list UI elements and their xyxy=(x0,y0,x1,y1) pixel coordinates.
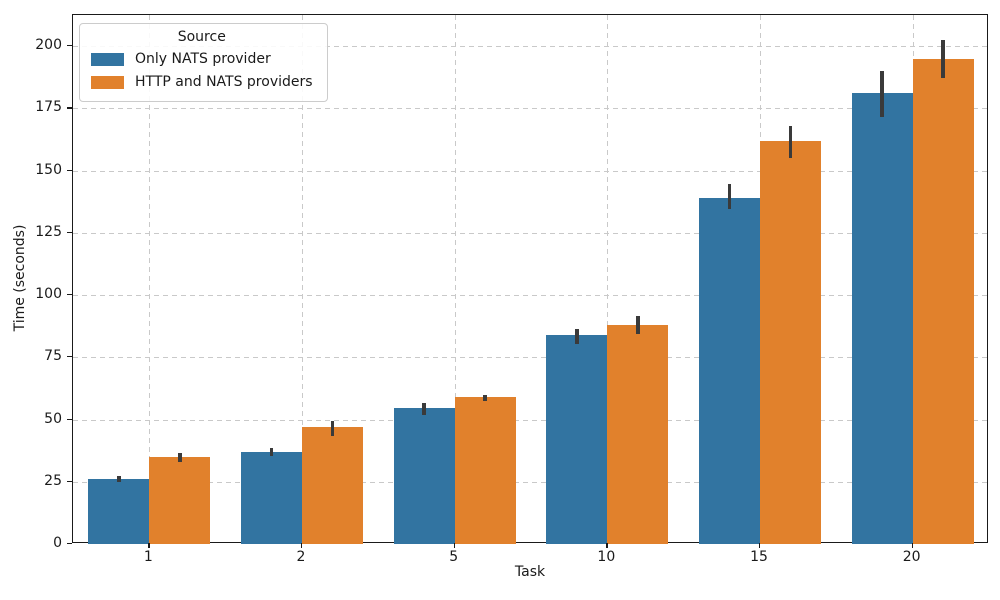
bar-http-and-nats-task-1 xyxy=(149,456,211,544)
h-gridline-150 xyxy=(73,170,987,172)
bar-http-and-nats-task-5 xyxy=(454,397,516,544)
x-tick-5 xyxy=(453,543,455,548)
x-tick-15 xyxy=(759,543,761,548)
y-tick-25 xyxy=(67,480,72,482)
error-bar-only-nats-task-10 xyxy=(575,328,579,344)
legend-title: Source xyxy=(177,29,226,45)
y-tick-label: 150 xyxy=(35,161,62,178)
x-tick-10 xyxy=(606,543,608,548)
bar-only-nats-task-10 xyxy=(546,334,608,544)
h-gridline-50 xyxy=(73,419,987,421)
h-gridline-200 xyxy=(73,46,987,48)
legend-label-only-nats: Only NATS provider xyxy=(135,51,271,67)
x-tick-label: 5 xyxy=(449,549,459,565)
x-tick-1 xyxy=(148,543,150,548)
error-bar-only-nats-task-1 xyxy=(117,475,121,482)
x-tick-2 xyxy=(301,543,303,548)
legend-item-http-nats: HTTP and NATS providers xyxy=(91,71,313,94)
y-tick-75 xyxy=(67,356,72,358)
y-tick-200 xyxy=(67,45,72,47)
y-tick-label: 75 xyxy=(44,348,62,365)
y-tick-150 xyxy=(67,169,72,171)
error-bar-http-and-nats-task-1 xyxy=(178,453,182,462)
legend-swatch-orange xyxy=(91,76,124,89)
error-bar-http-and-nats-task-10 xyxy=(636,316,640,334)
error-bar-only-nats-task-2 xyxy=(269,448,274,456)
y-tick-label: 50 xyxy=(44,410,62,427)
bar-http-and-nats-task-20 xyxy=(912,58,974,544)
error-bar-http-and-nats-task-20 xyxy=(941,39,945,79)
y-tick-125 xyxy=(67,231,72,233)
bar-http-and-nats-task-10 xyxy=(607,324,669,544)
bar-only-nats-task-15 xyxy=(698,197,760,544)
y-tick-label: 25 xyxy=(44,472,62,489)
bar-only-nats-task-1 xyxy=(88,479,150,544)
error-bar-http-and-nats-task-5 xyxy=(483,394,487,401)
plot-area: Source Only NATS provider HTTP and NATS … xyxy=(72,14,988,544)
y-tick-label: 0 xyxy=(53,535,62,551)
bar-http-and-nats-task-2 xyxy=(302,426,364,544)
legend-swatch-blue xyxy=(91,53,124,66)
error-bar-only-nats-task-5 xyxy=(422,403,426,415)
legend-label-http-nats: HTTP and NATS providers xyxy=(135,74,313,90)
x-tick-label: 1 xyxy=(143,549,153,565)
y-tick-label: 125 xyxy=(35,223,62,240)
y-tick-label: 200 xyxy=(35,37,62,54)
y-axis-label: Time (seconds) xyxy=(12,224,28,332)
x-tick-20 xyxy=(911,543,913,548)
legend-item-only-nats: Only NATS provider xyxy=(91,48,313,71)
h-gridline-125 xyxy=(73,232,987,234)
h-gridline-175 xyxy=(73,108,987,110)
x-tick-label: 2 xyxy=(296,549,306,565)
error-bar-only-nats-task-15 xyxy=(727,184,732,210)
v-gridline-task-1 xyxy=(149,15,151,542)
y-tick-label: 175 xyxy=(35,99,62,116)
error-bar-http-and-nats-task-2 xyxy=(330,420,335,436)
x-axis-label: Task xyxy=(514,564,546,580)
y-tick-175 xyxy=(67,107,72,109)
error-bar-only-nats-task-20 xyxy=(880,71,884,118)
y-tick-0 xyxy=(67,543,72,545)
h-gridline-75 xyxy=(73,357,987,359)
x-tick-label: 15 xyxy=(750,549,768,565)
y-tick-label: 100 xyxy=(35,286,62,303)
bar-only-nats-task-20 xyxy=(851,93,913,544)
bar-only-nats-task-5 xyxy=(393,408,455,544)
v-gridline-task-2 xyxy=(302,15,303,542)
bar-only-nats-task-2 xyxy=(240,451,302,544)
v-gridline-task-5 xyxy=(454,15,456,542)
x-tick-label: 20 xyxy=(902,549,921,565)
v-gridline-task-10 xyxy=(607,15,609,542)
h-gridline-100 xyxy=(73,295,987,297)
bar-http-and-nats-task-15 xyxy=(760,140,822,544)
error-bar-http-and-nats-task-15 xyxy=(788,125,793,159)
legend: Source Only NATS provider HTTP and NATS … xyxy=(79,23,328,102)
y-tick-100 xyxy=(67,294,72,296)
x-tick-label: 10 xyxy=(597,549,616,565)
h-gridline-25 xyxy=(73,481,987,483)
y-tick-50 xyxy=(67,418,72,420)
